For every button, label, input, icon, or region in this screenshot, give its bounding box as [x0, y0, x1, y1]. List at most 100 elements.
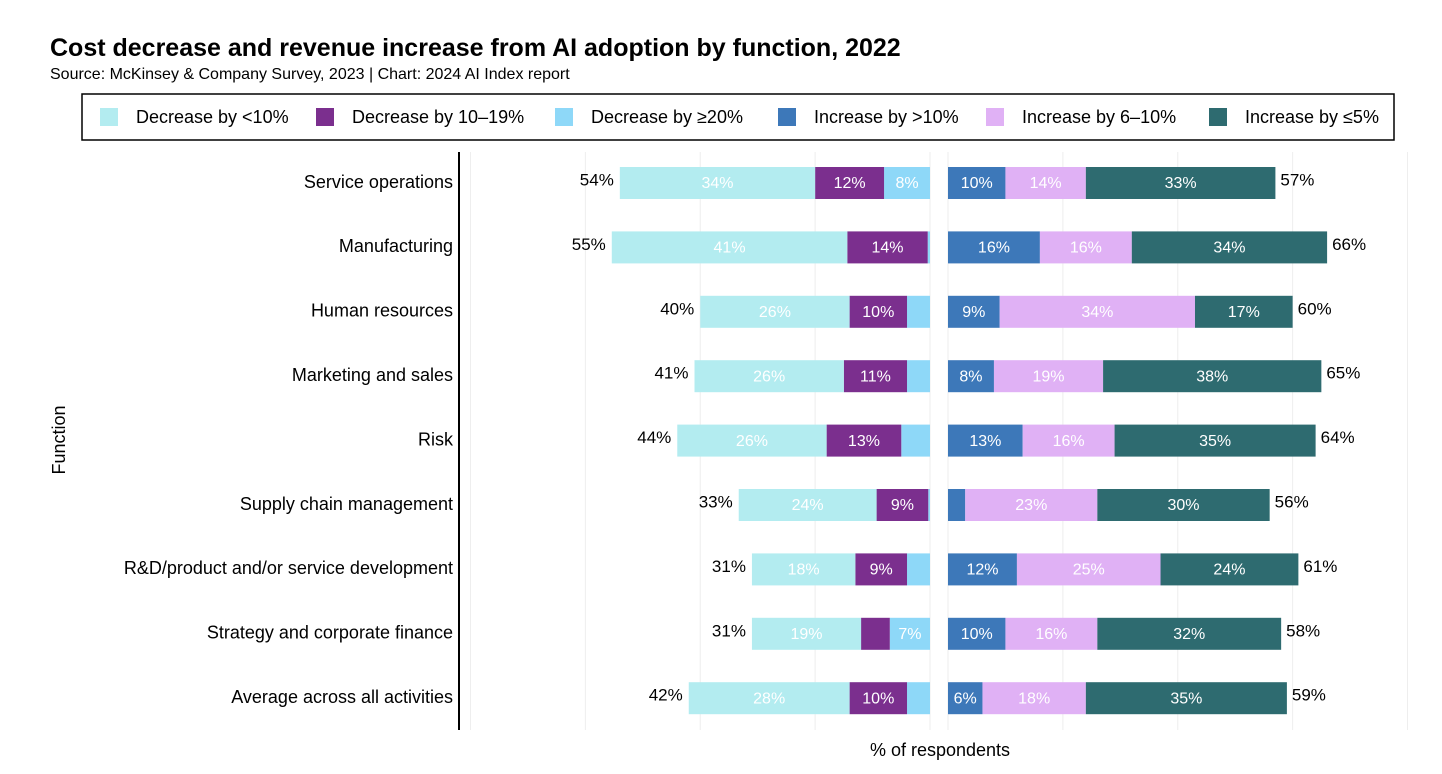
bar-segment — [907, 295, 930, 328]
bar-value-label: 34% — [1213, 240, 1245, 257]
bar-value-label: 32% — [1173, 626, 1205, 643]
bar-segment — [861, 617, 890, 650]
bar-value-label: 23% — [1015, 497, 1047, 514]
bar-value-label: 34% — [1081, 304, 1113, 321]
total-label: 57% — [1280, 170, 1314, 189]
bar-segment — [948, 617, 1006, 650]
bar-value-label: 25% — [1073, 562, 1105, 579]
legend-box — [81, 93, 1395, 141]
bar-value-label: 16% — [978, 240, 1010, 257]
total-label: 31% — [712, 621, 746, 640]
bar-value-label: 26% — [759, 304, 791, 321]
legend-swatch — [986, 108, 1004, 126]
bar-segment — [889, 617, 930, 650]
legend-label: Decrease by 10–19% — [352, 107, 524, 127]
bar-value-label: 10% — [961, 175, 993, 192]
legend-label: Decrease by ≥20% — [591, 107, 743, 127]
bar-value-label: 26% — [736, 433, 768, 450]
bar-segment — [1114, 424, 1316, 457]
total-label: 41% — [654, 364, 688, 383]
total-label: 64% — [1321, 428, 1355, 447]
bar-value-label: 11% — [860, 368, 891, 385]
total-label: 31% — [712, 557, 746, 576]
bar-value-label: 7% — [898, 626, 921, 643]
bar-segment — [907, 682, 930, 715]
bar-value-label: 18% — [788, 562, 820, 579]
bar-segment — [948, 489, 966, 521]
bar-segment — [907, 360, 930, 393]
legend-swatch — [1209, 108, 1227, 126]
total-label: 56% — [1275, 492, 1309, 511]
bar-segment — [700, 295, 850, 328]
bar-segment — [751, 553, 856, 586]
bar-segment — [999, 295, 1195, 328]
bar-value-label: 28% — [753, 690, 785, 707]
bar-segment — [965, 489, 1098, 521]
bar-segment — [901, 424, 930, 457]
y-tick-label: Supply chain management — [240, 494, 453, 514]
bar-segment — [849, 682, 908, 715]
bar-value-label: 19% — [790, 626, 822, 643]
bar-value-label: 12% — [834, 175, 866, 192]
y-tick-label: R&D/product and/or service development — [124, 558, 453, 578]
y-tick-label: Service operations — [304, 172, 453, 192]
legend-swatch — [316, 108, 334, 126]
y-tick-label: Strategy and corporate finance — [207, 623, 453, 643]
bar-segment — [927, 231, 930, 264]
bar-value-label: 33% — [1165, 175, 1197, 192]
bar-segment — [738, 489, 877, 521]
bar-value-label: 10% — [862, 690, 894, 707]
bar-value-label: 12% — [966, 562, 998, 579]
legend-label: Decrease by <10% — [136, 107, 289, 127]
bar-segment — [876, 489, 929, 521]
bar-value-label: 13% — [848, 433, 880, 450]
total-label: 33% — [699, 492, 733, 511]
bar-segment — [948, 360, 994, 393]
bar-value-label: 8% — [959, 368, 982, 385]
bar-value-label: 24% — [792, 497, 824, 514]
bar-segment — [1097, 617, 1282, 650]
bar-segment — [948, 424, 1023, 457]
chart-subtitle: Source: McKinsey & Company Survey, 2023 … — [50, 66, 570, 83]
chart-title: Cost decrease and revenue increase from … — [50, 34, 901, 62]
total-label: 44% — [637, 428, 671, 447]
bar-value-label: 35% — [1170, 690, 1202, 707]
bar-segment — [982, 682, 1086, 715]
bar-segment — [855, 553, 908, 586]
bar-segment — [611, 231, 848, 264]
total-label: 40% — [660, 299, 694, 318]
legend-label: Increase by ≤5% — [1245, 107, 1379, 127]
total-label: 59% — [1292, 686, 1326, 705]
bar-value-label: 14% — [871, 240, 903, 257]
bar-segment — [1085, 167, 1276, 199]
bar-value-label: 26% — [753, 368, 785, 385]
total-label: 42% — [649, 686, 683, 705]
y-tick-label: Risk — [418, 429, 454, 449]
y-tick-label: Marketing and sales — [292, 365, 453, 385]
y-tick-label: Average across all activities — [231, 687, 453, 707]
bar-value-label: 16% — [1035, 626, 1067, 643]
bar-segment — [694, 360, 844, 393]
bar-segment — [1085, 682, 1287, 715]
bar-value-label: 35% — [1199, 433, 1231, 450]
bar-value-label: 34% — [701, 175, 733, 192]
bar-segment — [948, 295, 1000, 328]
y-axis-label: Function — [49, 405, 69, 474]
bar-segment — [849, 295, 908, 328]
bar-value-label: 14% — [1030, 175, 1062, 192]
legend-swatch — [555, 108, 573, 126]
bar-segment — [688, 682, 850, 715]
bar-segment — [1103, 360, 1322, 393]
bar-segment — [619, 167, 816, 199]
bar-segment — [677, 424, 827, 457]
bar-value-label: 10% — [961, 626, 993, 643]
legend-swatch — [100, 108, 118, 126]
bar-value-label: 8% — [895, 175, 918, 192]
bar-value-label: 18% — [1018, 690, 1050, 707]
bar-value-label: 9% — [891, 497, 914, 514]
bar-value-label: 10% — [862, 304, 894, 321]
legend-label: Increase by 6–10% — [1022, 107, 1176, 127]
bar-segment — [1005, 167, 1086, 199]
total-label: 60% — [1298, 299, 1332, 318]
bar-segment — [1039, 231, 1132, 264]
